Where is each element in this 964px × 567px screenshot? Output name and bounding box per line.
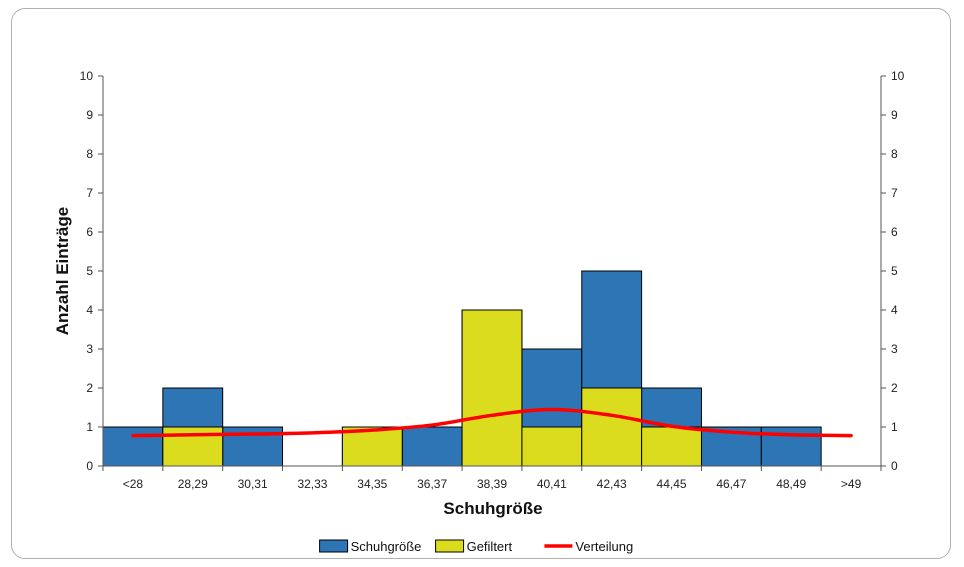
bar-schuhgr-e-0	[102, 426, 164, 467]
legend-swatch-schuhgr-e	[319, 539, 349, 553]
x-tick-label: 28,29	[178, 477, 208, 491]
legend: Schuhgröße Gefiltert Verteilung	[319, 539, 633, 554]
y-tick-label-left: 5	[86, 264, 93, 278]
y-tick-label-right: 2	[891, 381, 898, 395]
x-tick-label: 38,39	[477, 477, 507, 491]
legend-swatch-gefiltert	[435, 539, 465, 553]
legend-label-schuhgr-e: Schuhgröße	[351, 539, 422, 554]
y-tick-label-right: 5	[891, 264, 898, 278]
x-tick-label: 40,41	[537, 477, 567, 491]
y-tick-label-left: 0	[86, 459, 93, 473]
y-tick-label-left: 2	[86, 381, 93, 395]
y-tick-label-left: 9	[86, 108, 93, 122]
bar-gefiltert-9	[641, 426, 702, 467]
y-tick-label-right: 0	[891, 459, 898, 473]
bar-gefiltert-8	[581, 387, 643, 467]
legend-label-gefiltert: Gefiltert	[467, 539, 513, 554]
x-tick-label: 44,45	[657, 477, 687, 491]
chart-frame	[11, 8, 951, 559]
x-tick-label: <28	[123, 477, 144, 491]
legend-label-verteilung: Verteilung	[575, 539, 633, 554]
x-tick-label: >49	[841, 477, 862, 491]
y-tick-label-left: 8	[86, 147, 93, 161]
x-tick-label: 42,43	[597, 477, 627, 491]
bar-schuhgr-e-5	[401, 426, 463, 467]
x-tick-label: 32,33	[297, 477, 327, 491]
y-tick-label-left: 10	[80, 69, 94, 83]
x-tick-label: 46,47	[716, 477, 746, 491]
distribution-line-group	[131, 407, 853, 438]
x-tick-label: 36,37	[417, 477, 447, 491]
y-tick-label-left: 1	[86, 420, 93, 434]
y-tick-label-left: 7	[86, 186, 93, 200]
y-tick-label-left: 3	[86, 342, 93, 356]
y-tick-label-right: 1	[891, 420, 898, 434]
y-tick-label-left: 4	[86, 303, 93, 317]
y-axis-title: Anzahl Einträge	[53, 207, 72, 335]
y-tick-label-right: 6	[891, 225, 898, 239]
bar-gefiltert-6	[461, 309, 523, 467]
y-tick-label-right: 10	[891, 69, 905, 83]
x-tick-label: 34,35	[357, 477, 387, 491]
x-tick-label: 30,31	[238, 477, 268, 491]
y-tick-label-right: 4	[891, 303, 898, 317]
y-tick-label-right: 9	[891, 108, 898, 122]
bars-group	[102, 270, 822, 467]
y-tick-label-left: 6	[86, 225, 93, 239]
axes-group: 0 1 2 3 4 5 6 7 8 9 10 0 1 2 3 4 5 6 7 8 9 10 <28 28,29 30,31 32,…	[80, 69, 905, 491]
bar-gefiltert-4	[341, 426, 403, 467]
x-axis-title: Schuhgröße	[443, 499, 542, 518]
bar-gefiltert-7	[521, 426, 583, 467]
y-tick-label-right: 3	[891, 342, 898, 356]
y-tick-label-right: 7	[891, 186, 898, 200]
y-tick-label-right: 8	[891, 147, 898, 161]
x-tick-label: 48,49	[776, 477, 806, 491]
distribution-line	[131, 407, 853, 438]
